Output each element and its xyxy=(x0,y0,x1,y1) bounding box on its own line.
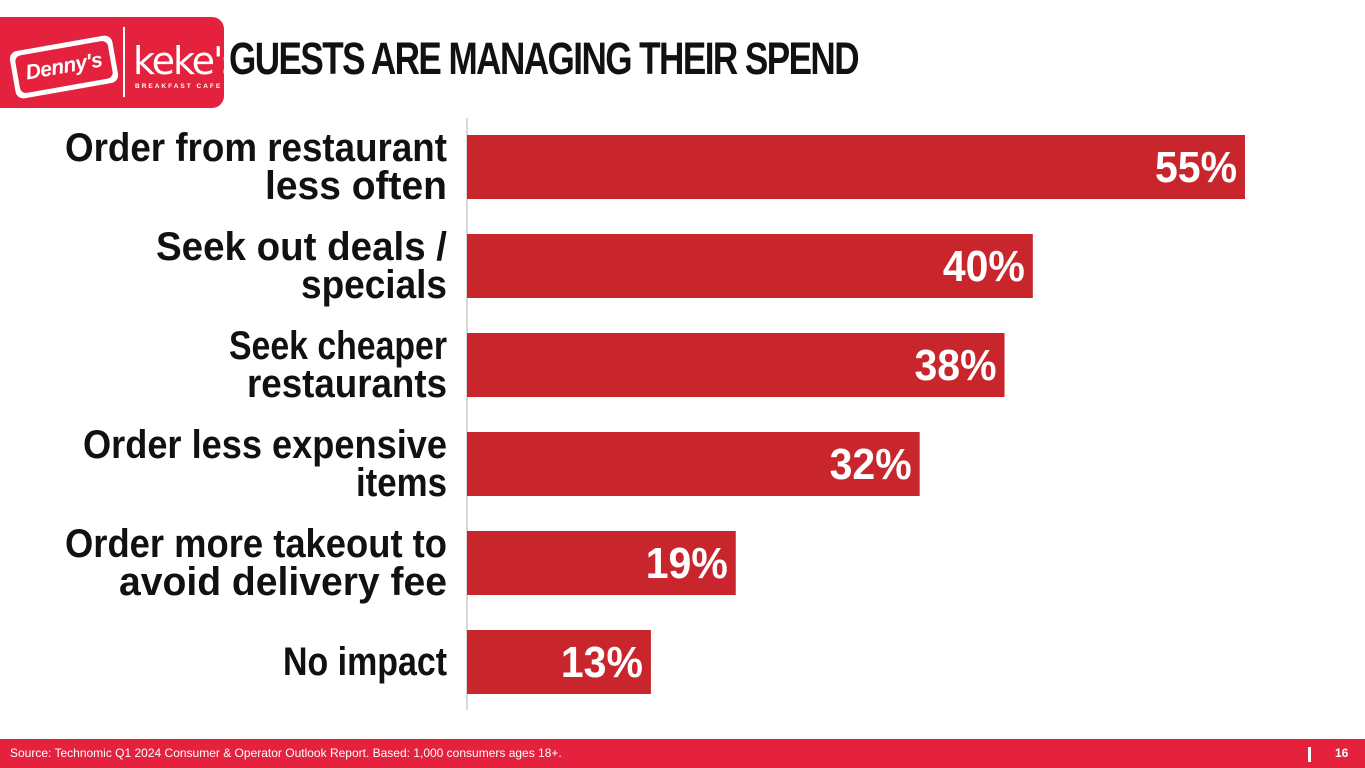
bar xyxy=(467,135,1245,199)
bar xyxy=(467,432,920,496)
kekes-logo-text: keke's xyxy=(133,39,241,83)
category-label: Seek out deals / xyxy=(156,225,447,269)
category-label: Order less expensive xyxy=(83,423,447,467)
data-label: 38% xyxy=(915,341,997,390)
category-label: No impact xyxy=(283,640,447,684)
category-label: restaurants xyxy=(247,362,447,406)
bar xyxy=(467,234,1033,298)
kekes-logo-subtext: BREAKFAST CAFE xyxy=(135,83,223,90)
category-label: Order more takeout to xyxy=(65,522,447,566)
bar xyxy=(467,333,1005,397)
category-label: specials xyxy=(301,263,447,307)
data-label: 40% xyxy=(943,242,1025,291)
footer-bar: Source: Technomic Q1 2024 Consumer & Ope… xyxy=(0,739,1365,768)
bar xyxy=(467,630,651,694)
data-label: 13% xyxy=(561,638,643,687)
footer-separator xyxy=(1308,747,1311,762)
logo-divider xyxy=(123,27,125,97)
page-number: 16 xyxy=(1335,746,1349,760)
data-label: 55% xyxy=(1155,143,1237,192)
page-title: GUESTS ARE MANAGING THEIR SPEND xyxy=(229,33,860,84)
brand-logo-block: Denny's keke's BREAKFAST CAFE xyxy=(0,17,241,108)
category-label: items xyxy=(356,461,447,505)
data-label: 19% xyxy=(646,539,728,588)
bar xyxy=(467,531,736,595)
data-label: 32% xyxy=(830,440,912,489)
source-note: Source: Technomic Q1 2024 Consumer & Ope… xyxy=(10,746,562,760)
category-label: Seek cheaper xyxy=(229,324,447,368)
category-label: less often xyxy=(265,164,447,208)
category-label: Order from restaurant xyxy=(65,126,447,170)
category-label: avoid delivery fee xyxy=(119,560,447,604)
